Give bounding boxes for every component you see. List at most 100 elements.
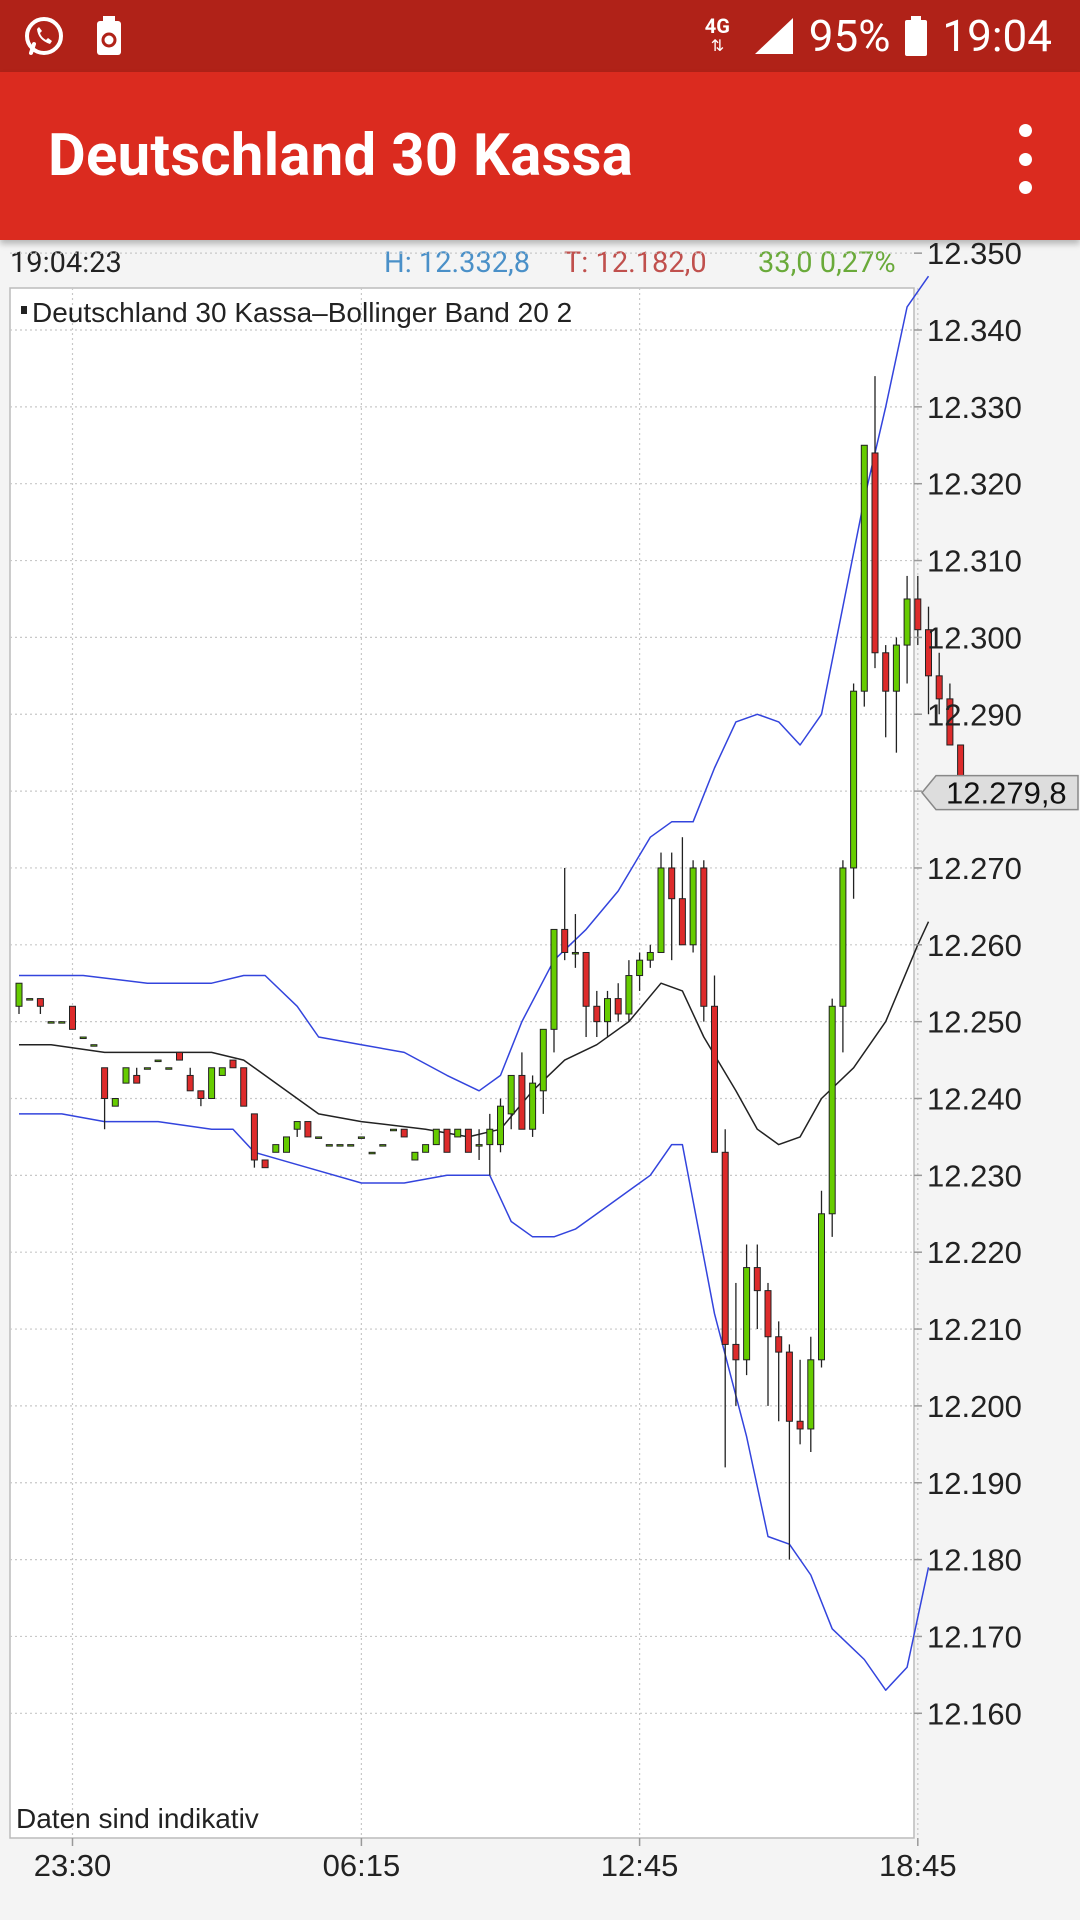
- whatsapp-icon: [25, 17, 63, 55]
- candle-body: [475, 1144, 483, 1147]
- chart-legend: Deutschland 30 Kassa–Bollinger Band 20 2: [21, 297, 572, 328]
- candle: [250, 1113, 258, 1168]
- current-price-tag: 12.279,8: [921, 774, 1079, 811]
- candle-body: [892, 644, 900, 692]
- more-options-button[interactable]: [1000, 124, 1050, 194]
- candle-body: [507, 1074, 515, 1115]
- candle-body: [646, 951, 654, 961]
- candle: [892, 637, 900, 753]
- candle: [272, 1144, 280, 1153]
- candle: [58, 1021, 66, 1024]
- battery-percentage: 95%: [808, 10, 891, 62]
- candle-body: [678, 898, 686, 946]
- candle-body: [604, 998, 611, 1023]
- candle: [422, 1144, 430, 1153]
- candle: [176, 1051, 183, 1061]
- x-tick-label: 23:30: [34, 1848, 112, 1883]
- candle-body: [58, 1021, 66, 1024]
- candle: [122, 1067, 130, 1084]
- candle: [743, 1244, 751, 1376]
- candle: [732, 1282, 740, 1406]
- network-indicator: 4G ⇅: [705, 8, 739, 64]
- candle-body: [176, 1051, 183, 1061]
- app-bar: Deutschland 30 Kassa: [0, 72, 1080, 240]
- bollinger-lower-band: [19, 1113, 930, 1691]
- day-high: H: 12.332,8: [384, 246, 531, 280]
- candle: [357, 1136, 365, 1139]
- y-tick-label: 12.160: [927, 1696, 1022, 1731]
- network-type-label: 4G: [704, 14, 730, 38]
- candle-body: [721, 1151, 729, 1345]
- candle: [700, 860, 708, 1022]
- y-tick-label: 12.330: [927, 390, 1022, 425]
- x-tick-label: 12:45: [601, 1848, 679, 1883]
- candle-body: [464, 1128, 472, 1153]
- candle-body: [90, 1044, 98, 1047]
- status-bar-right: 4G ⇅ 95% 19:04: [705, 8, 1052, 64]
- candle-body: [796, 1420, 804, 1430]
- bollinger-bands: [19, 275, 930, 1691]
- candle: [208, 1067, 216, 1100]
- x-tick-label: 06:15: [323, 1848, 401, 1883]
- candles: [15, 376, 965, 1560]
- y-tick-label: 12.230: [927, 1158, 1022, 1193]
- y-tick-label: 12.270: [927, 851, 1022, 886]
- bollinger-upper-band: [19, 275, 930, 1092]
- candle-body: [946, 698, 954, 746]
- candle-body: [186, 1074, 194, 1092]
- candle-body: [229, 1059, 237, 1069]
- candle: [818, 1190, 825, 1368]
- candle: [315, 1136, 323, 1139]
- candle: [711, 975, 718, 1153]
- candle: [785, 1344, 793, 1560]
- candle: [368, 1151, 376, 1155]
- candle: [946, 683, 954, 746]
- candle-body: [432, 1128, 440, 1146]
- candle-body: [614, 998, 622, 1015]
- candle: [36, 998, 44, 1014]
- signal-icon: [754, 18, 793, 54]
- candle-body: [315, 1136, 323, 1139]
- candle: [197, 1090, 205, 1107]
- candle: [111, 1098, 119, 1107]
- candle-body: [379, 1144, 387, 1147]
- candle-body: [422, 1144, 430, 1153]
- candle: [646, 944, 654, 968]
- y-tick-label: 12.170: [927, 1619, 1022, 1654]
- candle: [604, 990, 611, 1038]
- candle: [753, 1244, 761, 1330]
- candle-body: [400, 1128, 408, 1138]
- plot-area: [9, 287, 915, 1839]
- candle-body: [689, 867, 697, 946]
- day-change: 33,0 0,27%: [758, 246, 896, 280]
- candle-body: [925, 629, 932, 677]
- grid: [10, 252, 919, 1838]
- candle-body: [839, 867, 847, 1007]
- candle: [614, 983, 622, 1022]
- y-tick-label: 12.220: [927, 1235, 1022, 1270]
- candle: [218, 1067, 226, 1076]
- candle: [293, 1121, 301, 1137]
- candle-body: [903, 598, 911, 646]
- candle-body: [411, 1151, 419, 1161]
- candle-body: [250, 1113, 258, 1161]
- candle-body: [15, 982, 23, 1007]
- candle: [261, 1159, 269, 1169]
- candle-body: [154, 1059, 162, 1063]
- candle-body: [261, 1159, 269, 1169]
- candle: [379, 1144, 387, 1147]
- candle-body: [293, 1121, 301, 1130]
- y-tick-label: 12.250: [927, 1005, 1022, 1040]
- app-title: Deutschland 30 Kassa: [48, 122, 634, 190]
- candle: [507, 1074, 515, 1130]
- candle-body: [79, 1036, 87, 1040]
- candle: [839, 860, 847, 1053]
- candle: [914, 575, 922, 646]
- candle: [668, 852, 676, 961]
- candle-body: [582, 951, 590, 1007]
- candle-body: [529, 1082, 537, 1130]
- candle-body: [133, 1074, 141, 1084]
- candle-body: [325, 1144, 333, 1147]
- battery-icon: [905, 16, 928, 56]
